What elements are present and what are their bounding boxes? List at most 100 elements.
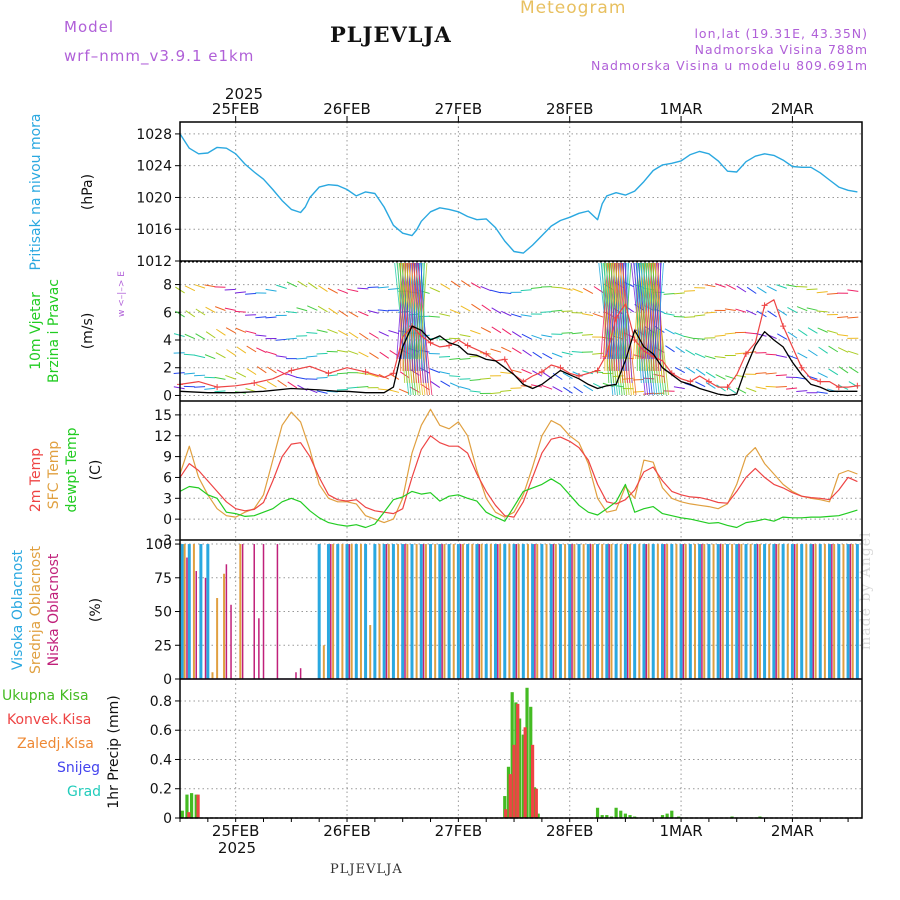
wind-vector [459,386,471,391]
wind-gust-marker [501,356,508,363]
cloud-bar [763,544,767,679]
cloud-bar [793,544,796,679]
wind-vector [583,287,594,295]
bottom-date-label: 2MAR [771,822,814,840]
wind-vector [285,311,297,314]
wind-vector [797,352,808,359]
wind-vector [184,285,196,292]
cloud-bar [656,544,659,679]
y-tick-label: 9 [163,450,172,466]
wind-vector [275,355,287,358]
wind-vector [439,313,451,317]
wind-vector [826,292,838,295]
top-date-label: 28FEB [546,100,593,118]
wind-gust-marker [631,337,638,344]
wind-vector [756,286,767,294]
cloud-bar [424,544,427,679]
cloud-bar [596,544,600,679]
precip-bar [506,766,511,818]
wind-vector [500,371,512,374]
wind-vector [847,316,859,319]
wind-vector [581,333,593,336]
cloud-bar [545,544,548,679]
temperature-axis: -3 0 3 6 9 12 15 [154,408,862,549]
top-date-label: 1MAR [659,100,702,118]
precip-bar [504,809,508,818]
wind-vector [675,346,686,354]
cloud-bar [775,544,777,679]
wind-vector [336,372,348,375]
cloud-bar [397,544,400,679]
cloud-bar [521,544,525,679]
plot-frame [179,121,863,819]
wind-vector [817,327,828,333]
wind-vector [266,380,277,388]
cloud-bar [623,544,627,679]
wind-vector [347,288,359,292]
wind-vector-strong [653,262,662,360]
wind-vector [765,385,777,388]
wind-vector [847,350,859,355]
y-tick-label: 0.8 [150,694,172,710]
wind-vector [377,286,389,289]
cloud-bar [276,544,279,679]
wind-vector [510,369,522,374]
cloud-bar [712,544,715,679]
wind-vector [194,386,206,388]
wind-vector [255,334,267,337]
cloud-bar [503,544,507,679]
wind-vector [765,372,777,375]
wind-vector [276,284,287,289]
temp-2m-label: 2m Temp [28,448,44,512]
cloud-bar [350,544,353,679]
wind-vector [765,353,777,356]
wind-gust-marker [362,368,369,375]
precip-bar [600,815,604,818]
wind-vector [847,289,859,292]
cloud-bar [330,544,332,679]
wind-vector [592,312,604,318]
wind-vector [327,287,338,294]
wind-gust-marker [390,370,397,377]
wind-vector [828,368,839,376]
cloud-bar [223,573,226,679]
cloud-bar [586,544,590,679]
cloud-bar [192,544,195,679]
wind-vector-strong [405,262,414,360]
cloud-bar [740,544,743,679]
wind-vector-strong [407,262,416,360]
cloud-bar [419,544,423,679]
wind-vector [337,349,349,353]
wind-vector [756,310,767,318]
wind-vector [694,337,706,340]
wind-vector [460,305,471,312]
precip-series-1 [180,687,762,818]
wind-vector-field [173,262,859,396]
wind-vector [357,385,369,388]
wind-vector [674,366,686,374]
y-tick-label: 1024 [136,159,172,175]
wind-vector [449,375,461,378]
elevation-text: Nadmorska Visina 788m [694,42,868,57]
wind-vector [510,313,522,318]
wind-vector [695,368,706,376]
wind-vector [583,384,594,392]
cloud-bar [206,544,210,679]
precip-bar [628,815,632,818]
precip-bar [534,788,538,818]
cloud-bar [781,544,785,679]
cloud-bar [610,544,613,679]
wind-vector [818,346,828,354]
wind-vector-strong [400,262,409,360]
y-tick-label: 25 [154,638,172,654]
bottom-date-label: 1MAR [659,822,702,840]
wind-vector [369,352,379,359]
wind-vector-strong [398,262,407,360]
cloud-bar [796,544,799,679]
wind-vector [775,386,787,388]
wind-vector [429,368,440,374]
cloud-bar [849,544,852,679]
cloud-bar [531,544,535,679]
wind-vector [306,355,318,358]
y-tick-label: 75 [154,571,172,587]
